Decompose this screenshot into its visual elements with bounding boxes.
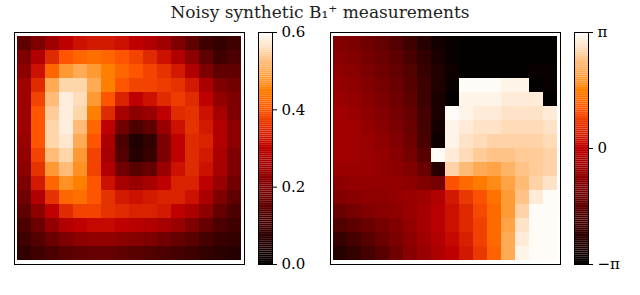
svg-text:0.6: 0.6 <box>282 24 306 41</box>
svg-text:0: 0 <box>598 139 608 157</box>
svg-text:π: π <box>598 24 608 41</box>
svg-text:0.4: 0.4 <box>282 101 306 119</box>
svg-text:0.0: 0.0 <box>282 255 306 272</box>
svg-text:−π: −π <box>598 255 621 272</box>
svg-text:0.2: 0.2 <box>282 178 306 196</box>
html-text:Noisy synthetic B₁⁺ measuremen: Noisy synthetic B₁⁺ measurements <box>170 2 470 22</box>
